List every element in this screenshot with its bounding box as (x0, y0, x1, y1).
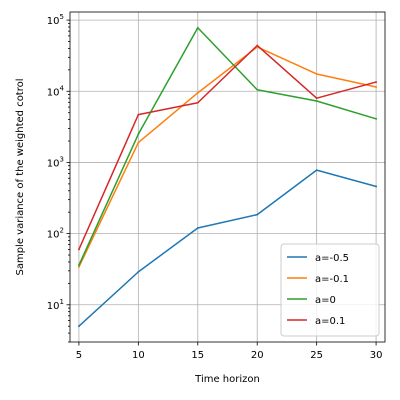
series-line (77, 169, 378, 328)
series-1 (77, 46, 377, 268)
data-point (137, 133, 140, 136)
data-point (256, 44, 259, 47)
series-0 (77, 169, 378, 328)
data-point (315, 73, 318, 75)
y-tick-base: 10 (47, 16, 60, 27)
y-tick-label: 105 (47, 13, 64, 27)
data-point (78, 266, 80, 268)
x-tick-label: 20 (251, 350, 264, 361)
data-point (315, 97, 318, 100)
y-tick-base: 10 (47, 87, 60, 98)
y-tick-exponent: 3 (60, 155, 64, 163)
series-lines (77, 26, 378, 328)
legend-label: a=-0.1 (315, 274, 349, 285)
x-tick-label: 15 (191, 350, 204, 361)
data-point (256, 88, 259, 91)
data-point (78, 325, 80, 328)
y-tick-label: 103 (47, 155, 64, 169)
data-point (196, 26, 199, 29)
data-point (315, 100, 318, 102)
data-point (78, 248, 80, 251)
y-tick-exponent: 1 (60, 298, 64, 306)
series-3 (77, 44, 378, 251)
y-tick-base: 10 (47, 158, 60, 169)
x-tick-label: 25 (310, 350, 323, 361)
plot-frame (69, 11, 386, 343)
y-tick-label: 102 (47, 227, 64, 241)
data-point (375, 117, 377, 120)
legend-label: a=0 (315, 295, 336, 306)
data-point (196, 227, 199, 229)
legend-label: a=0.1 (315, 316, 345, 327)
data-point (196, 91, 199, 94)
y-tick-label: 104 (47, 84, 65, 98)
data-point (78, 264, 80, 267)
y-tick-label: 101 (47, 298, 64, 312)
data-point (137, 113, 140, 116)
y-tick-exponent: 4 (60, 84, 65, 92)
legend: a=-0.5 a=-0.1 a=0 a=0.1 (280, 243, 380, 337)
legend-item: a=-0.5 (287, 253, 349, 264)
series-line (77, 27, 378, 267)
x-axis-label: Time horizon (194, 374, 260, 385)
series-2 (77, 26, 378, 267)
legend-box (280, 243, 380, 337)
data-point (137, 270, 140, 273)
data-point (375, 86, 377, 88)
series-line (77, 46, 377, 268)
x-tick-label: 5 (76, 350, 82, 361)
legend-label: a=-0.5 (315, 253, 349, 264)
data-point (196, 101, 199, 104)
x-axis-ticks: 5 10 15 20 25 30 (76, 342, 383, 361)
legend-item: a=-0.1 (287, 274, 349, 285)
series-line (77, 44, 378, 251)
data-point (375, 185, 377, 188)
legend-item: a=0 (287, 295, 336, 306)
data-point (315, 169, 318, 172)
data-point (137, 141, 140, 144)
data-point (256, 213, 259, 216)
y-axis-label: Sample variance of the weighted cotrol (15, 78, 26, 275)
x-tick-label: 30 (370, 350, 383, 361)
y-tick-exponent: 2 (60, 227, 64, 235)
y-tick-exponent: 5 (60, 13, 64, 21)
x-tick-label: 10 (132, 350, 145, 361)
data-point (375, 81, 377, 83)
legend-item: a=0.1 (287, 316, 345, 327)
y-tick-base: 10 (47, 301, 60, 312)
y-tick-base: 10 (47, 230, 60, 241)
